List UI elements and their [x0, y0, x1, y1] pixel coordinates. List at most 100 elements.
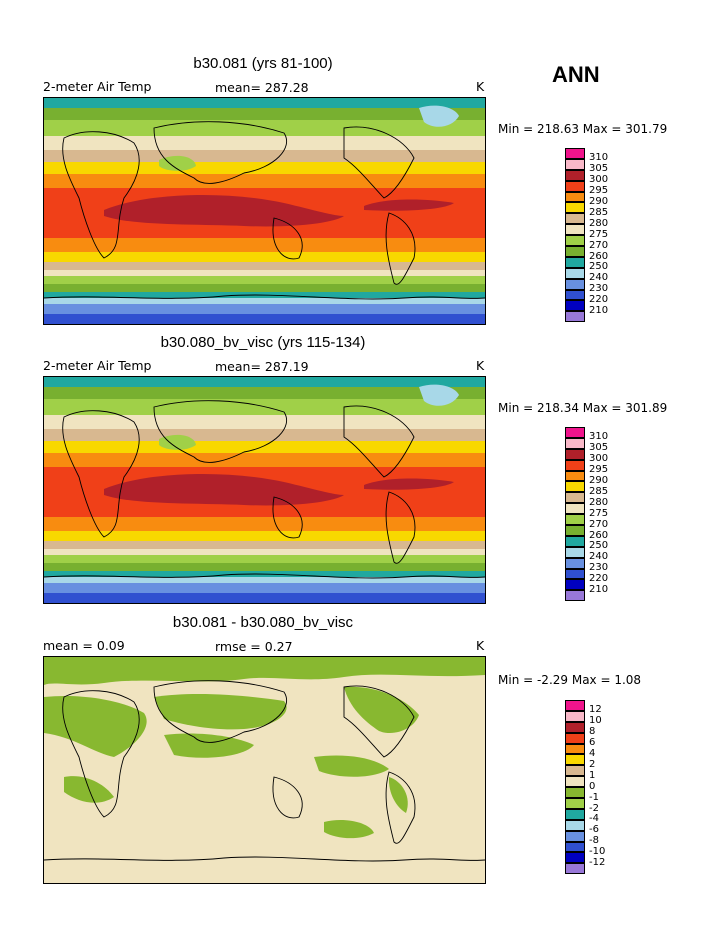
colorbar-label: 0 [589, 780, 596, 792]
continent-outline [153, 400, 287, 463]
colorbar-swatch [565, 776, 585, 788]
temperature-band [44, 377, 485, 387]
colorbar-label: 240 [589, 272, 609, 284]
colorbar-swatch [565, 267, 585, 279]
continent-outline [153, 680, 287, 743]
temperature-band [44, 238, 485, 252]
temperature-band [44, 252, 485, 262]
difference-contour [164, 733, 254, 758]
colorbar-swatch [565, 765, 585, 777]
colorbar-label: 230 [589, 283, 609, 295]
colorbar-label: 300 [589, 453, 609, 465]
colorbar-label: 2 [589, 758, 596, 770]
temperature-band [44, 98, 485, 108]
temperature-band [44, 284, 485, 292]
colorbar-label: 6 [589, 737, 596, 749]
colorbar-label: 280 [589, 217, 609, 229]
greenland-cold-region [419, 105, 459, 127]
colorbar-label: 295 [589, 464, 609, 476]
colorbar-swatch [565, 213, 585, 225]
continent-outline [272, 496, 303, 539]
temperature-band [44, 563, 485, 571]
colorbar-swatch [565, 798, 585, 809]
temperature-band [44, 549, 485, 555]
colorbar-label: 310 [589, 431, 609, 443]
colorbar-swatch [565, 470, 585, 482]
panel1-mean: mean= 287.28 [215, 80, 309, 95]
colorbar-swatch [565, 246, 585, 257]
colorbar-label: -10 [589, 846, 606, 858]
temperature-band [44, 276, 485, 284]
colorbar-swatch [565, 427, 585, 438]
colorbar-label: 280 [589, 496, 609, 508]
colorbar-label: 270 [589, 239, 609, 251]
colorbar-label: 210 [589, 584, 609, 596]
colorbar-swatch [565, 448, 585, 460]
colorbar-label: 290 [589, 475, 609, 487]
tibet-cold-region [159, 155, 196, 171]
temperature-band [44, 429, 485, 441]
warm-pool-contour [364, 478, 454, 490]
colorbar-label: -6 [589, 824, 599, 836]
warm-pool-contour [104, 473, 344, 506]
colorbar-label: -2 [589, 802, 599, 814]
antarctic-coastline [44, 573, 485, 579]
continent-outline [385, 771, 416, 844]
colorbar-swatch [565, 224, 585, 236]
difference-contour [154, 694, 287, 730]
temperature-band [44, 577, 485, 583]
colorbar-swatch [565, 710, 585, 722]
colorbar-label: 270 [589, 518, 609, 530]
temperature-band [44, 298, 485, 304]
colorbar-label: 8 [589, 726, 596, 738]
colorbar-swatch [565, 754, 585, 766]
panel3-contour-field [44, 657, 485, 883]
temperature-band [44, 593, 485, 603]
colorbar-swatch [565, 437, 585, 449]
colorbar-swatch [565, 590, 585, 602]
temperature-band [44, 162, 485, 174]
colorbar-swatch [565, 732, 585, 744]
colorbar-swatch [565, 191, 585, 203]
antarctic-coastline [44, 294, 485, 300]
colorbar-swatch [565, 579, 585, 591]
temperature-band [44, 304, 485, 314]
colorbar-swatch [565, 311, 585, 323]
colorbar-swatch [565, 278, 585, 290]
colorbar-swatch [565, 256, 585, 268]
colorbar-label: 305 [589, 442, 609, 454]
colorbar-swatch [565, 535, 585, 547]
continent-outline [62, 131, 140, 259]
colorbar-swatch [565, 830, 585, 842]
greenland-cold-region [419, 384, 459, 406]
panel2-contour-field [44, 377, 485, 603]
temperature-band [44, 314, 485, 324]
colorbar-swatch [565, 503, 585, 515]
temperature-band [44, 108, 485, 120]
colorbar-swatch [565, 235, 585, 247]
colorbar-swatch [565, 300, 585, 312]
difference-contour [388, 777, 408, 813]
temperature-band [44, 387, 485, 399]
colorbar-label: -4 [589, 813, 599, 825]
panel2-map [43, 376, 486, 604]
colorbar-swatch [565, 148, 585, 159]
antarctic-coastline [44, 856, 485, 862]
colorbar-label: 285 [589, 206, 609, 218]
continent-outline [272, 776, 303, 819]
panel3-mean: mean = 0.09 [43, 638, 125, 653]
panel2-title: b30.080_bv_visc (yrs 115-134) [160, 334, 366, 351]
temperature-band [44, 517, 485, 531]
warm-pool-contour [364, 199, 454, 211]
colorbar-swatch [565, 863, 585, 875]
colorbar-swatch [565, 180, 585, 192]
colorbar-label: 300 [589, 174, 609, 186]
difference-background [44, 657, 485, 883]
panel2-minmax: Min = 218.34 Max = 301.89 [498, 401, 668, 415]
continent-outline [343, 685, 415, 758]
colorbar-swatch [565, 459, 585, 471]
panel3-rmse: rmse = 0.27 [215, 639, 293, 654]
continent-outline [385, 212, 416, 285]
continent-outline [385, 491, 416, 564]
panel1-units: K [476, 79, 485, 94]
